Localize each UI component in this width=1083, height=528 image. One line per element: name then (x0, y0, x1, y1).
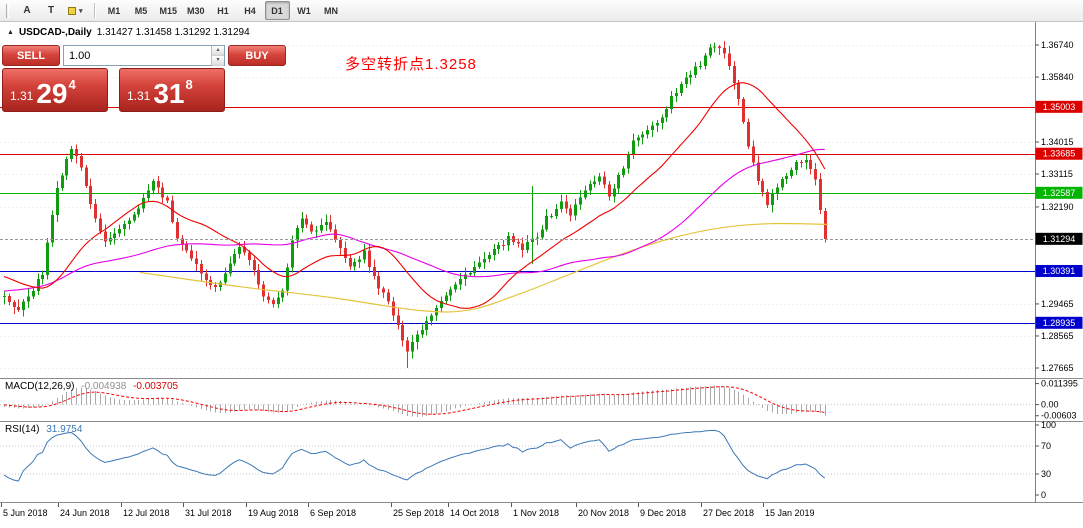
macd-signal-value: -0.003705 (133, 381, 179, 392)
svg-text:1.33115: 1.33115 (1041, 169, 1073, 179)
rsi-indicator-label: RSI(14) 31.9754 (5, 424, 82, 435)
chart-header: ▲ USDCAD-,Daily 1.31427 1.31458 1.31292 … (7, 27, 250, 38)
rsi-panel (0, 429, 1035, 482)
svg-text:1.28565: 1.28565 (1041, 331, 1074, 341)
volume-control: ▴ ▾ (63, 45, 225, 66)
price-axis[interactable]: 1.36740 1.35840 1.35003 1.34015 1.33685 1.331… (1035, 40, 1083, 500)
svg-text:1.35003: 1.35003 (1043, 102, 1076, 112)
volume-increase-button[interactable]: ▴ (212, 46, 224, 56)
timeframe-button-d1[interactable]: D1 (264, 1, 290, 20)
buy-price-pipette: 8 (185, 77, 193, 92)
volume-decrease-button[interactable]: ▾ (212, 56, 224, 66)
svg-text:1.36740: 1.36740 (1041, 40, 1074, 50)
ma-fast-red (3, 82, 826, 309)
tool-button-annotation-a[interactable]: A (23, 5, 31, 16)
svg-text:-0.00603: -0.00603 (1041, 411, 1077, 421)
toolbar-timeframes-group: M1 M5 M15 M30 H1 H4 D1 W1 MN (101, 1, 345, 20)
svg-text:1.34015: 1.34015 (1041, 137, 1074, 147)
svg-text:1.32587: 1.32587 (1043, 188, 1076, 198)
svg-text:25 Sep 2018: 25 Sep 2018 (393, 508, 444, 518)
timeframe-button-m5[interactable]: M5 (134, 5, 148, 16)
svg-text:20 Nov 2018: 20 Nov 2018 (578, 508, 629, 518)
svg-text:6 Sep 2018: 6 Sep 2018 (310, 508, 356, 518)
buy-button[interactable]: BUY (228, 45, 286, 66)
chart-annotation-text[interactable]: 多空转折点1.3258 (345, 56, 477, 73)
toolbar-tools-group: A T ▾ (15, 1, 88, 20)
svg-text:1.33685: 1.33685 (1043, 149, 1076, 159)
macd-indicator-label: MACD(12,26,9) -0.004938 -0.003705 (5, 381, 178, 392)
timeframe-button-m30[interactable]: M30 (187, 5, 205, 16)
toolbar-separator (93, 3, 95, 18)
rsi-line (3, 429, 826, 482)
svg-text:1.31294: 1.31294 (1043, 234, 1076, 244)
buy-price-big-digits: 31 (153, 78, 185, 110)
timeframe-button-mn[interactable]: MN (324, 5, 339, 16)
ma-medium-magenta (3, 148, 825, 292)
svg-text:1.27665: 1.27665 (1041, 363, 1074, 373)
svg-text:1.35840: 1.35840 (1041, 72, 1074, 82)
dropdown-caret-icon: ▾ (79, 7, 83, 15)
oct-collapse-arrow-icon[interactable]: ▲ (7, 29, 14, 36)
volume-spinner: ▴ ▾ (211, 46, 224, 66)
sell-price-pipette: 4 (68, 77, 76, 92)
macd-signal-line (3, 386, 825, 415)
svg-text:1.32190: 1.32190 (1041, 202, 1074, 212)
svg-text:27 Dec 2018: 27 Dec 2018 (703, 508, 754, 518)
ma-slow-yellow (139, 222, 829, 313)
svg-text:70: 70 (1041, 441, 1051, 451)
svg-text:0.011395: 0.011395 (1041, 379, 1078, 389)
sell-price-display[interactable]: 1.31 29 4 (2, 68, 108, 112)
macd-panel (0, 385, 1035, 417)
buy-price-prefix: 1.31 (127, 89, 151, 103)
macd-main-value: -0.004938 (81, 381, 127, 392)
toolbar-grip-handle[interactable] (6, 3, 9, 18)
volume-input[interactable] (64, 46, 211, 65)
svg-text:1 Nov 2018: 1 Nov 2018 (513, 508, 559, 518)
chart-canvas[interactable]: 1.36740 1.35840 1.35003 1.34015 1.33685 1.331… (0, 22, 1083, 528)
tool-button-draw-shapes[interactable]: ▾ (64, 1, 87, 20)
chart-ohlc-values: 1.31427 1.31458 1.31292 1.31294 (96, 27, 250, 38)
svg-text:1.29465: 1.29465 (1041, 299, 1074, 309)
svg-text:12 Jul 2018: 12 Jul 2018 (123, 508, 170, 518)
macd-name: MACD(12,26,9) (5, 381, 75, 392)
timeframe-button-h1[interactable]: H1 (217, 5, 229, 16)
chart-symbol-label: USDCAD-,Daily (18, 27, 92, 38)
rsi-name: RSI(14) (5, 424, 40, 435)
shapes-icon (68, 6, 76, 15)
timeframe-button-h4[interactable]: H4 (244, 5, 256, 16)
svg-text:15 Jan 2019: 15 Jan 2019 (765, 508, 815, 518)
sell-price-prefix: 1.31 (10, 89, 34, 103)
svg-text:0: 0 (1041, 490, 1046, 500)
toolbar: A T ▾ M1 M5 M15 M30 H1 H4 D1 W1 MN (0, 0, 1083, 22)
svg-text:100: 100 (1041, 420, 1056, 430)
timeframe-button-m1[interactable]: M1 (107, 5, 121, 16)
svg-text:0.00: 0.00 (1041, 400, 1059, 410)
sell-button[interactable]: SELL (2, 45, 60, 66)
tool-button-text-label[interactable]: T (47, 5, 55, 16)
one-click-trading-panel: SELL ▴ ▾ BUY 1.31 29 4 1.31 31 8 (2, 45, 286, 112)
svg-text:19 Aug 2018: 19 Aug 2018 (248, 508, 299, 518)
sell-price-big-digits: 29 (36, 78, 68, 110)
svg-text:5 Jun 2018: 5 Jun 2018 (3, 508, 48, 518)
rsi-value: 31.9754 (46, 424, 83, 435)
svg-text:9 Dec 2018: 9 Dec 2018 (640, 508, 686, 518)
svg-text:1.28935: 1.28935 (1043, 318, 1076, 328)
svg-text:1.30391: 1.30391 (1043, 266, 1076, 276)
svg-text:24 Jun 2018: 24 Jun 2018 (60, 508, 110, 518)
timeframe-button-w1[interactable]: W1 (297, 5, 311, 16)
buy-price-display[interactable]: 1.31 31 8 (119, 68, 225, 112)
svg-text:30: 30 (1041, 469, 1051, 479)
svg-text:31 Jul 2018: 31 Jul 2018 (185, 508, 232, 518)
svg-text:14 Oct 2018: 14 Oct 2018 (450, 508, 499, 518)
time-axis[interactable]: 5 Jun 2018 24 Jun 2018 12 Jul 2018 31 Jul 2… (1, 503, 815, 518)
timeframe-button-m15[interactable]: M15 (159, 5, 178, 16)
